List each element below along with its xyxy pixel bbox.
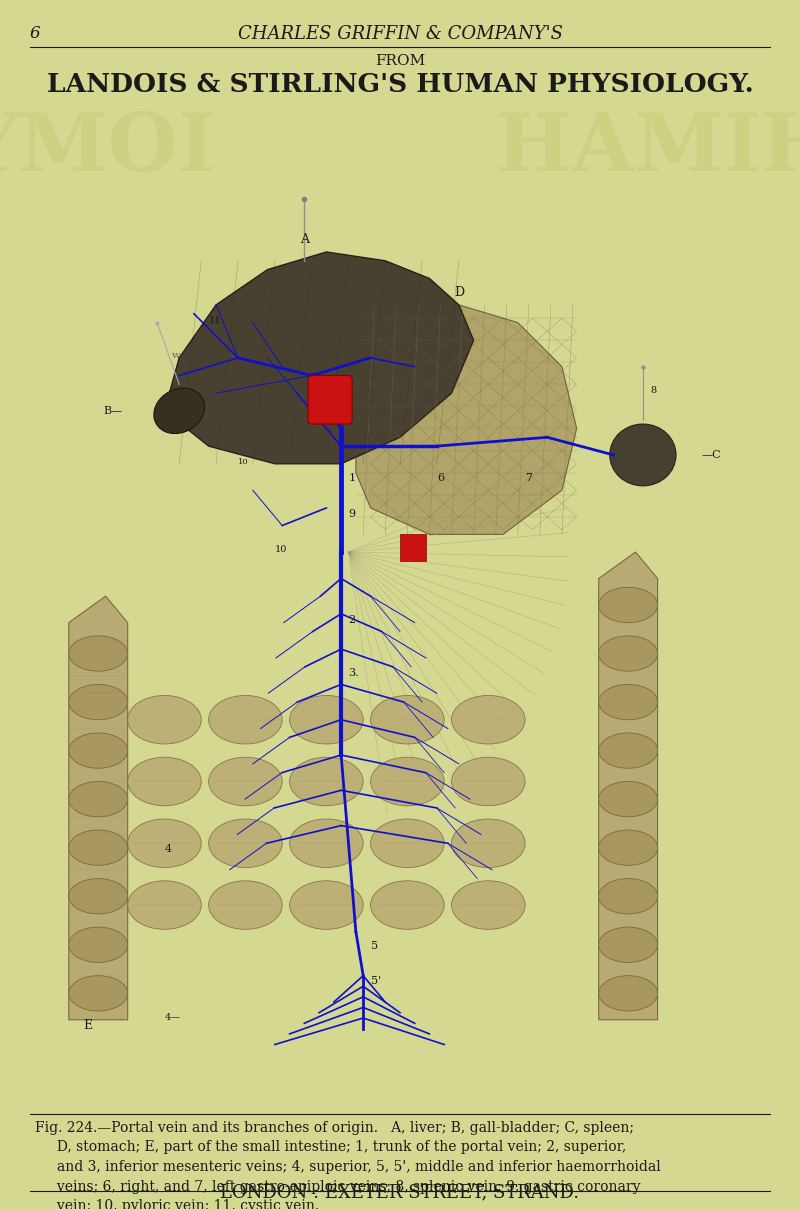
Ellipse shape — [290, 818, 363, 868]
Ellipse shape — [128, 695, 202, 744]
Text: 8: 8 — [650, 386, 656, 395]
Text: 5: 5 — [370, 941, 378, 951]
Ellipse shape — [290, 695, 363, 744]
Ellipse shape — [69, 733, 128, 768]
Ellipse shape — [451, 818, 525, 868]
Ellipse shape — [209, 757, 282, 805]
Text: 5': 5' — [370, 977, 381, 987]
Ellipse shape — [69, 976, 128, 1011]
Ellipse shape — [598, 636, 658, 671]
Text: E: E — [83, 1019, 93, 1031]
Text: YMOI          HAMIH: YMOI HAMIH — [0, 110, 800, 189]
Ellipse shape — [598, 781, 658, 817]
Text: B—: B— — [103, 406, 122, 416]
Text: 10: 10 — [238, 458, 249, 465]
FancyBboxPatch shape — [308, 376, 352, 424]
Ellipse shape — [598, 927, 658, 962]
Text: 10: 10 — [275, 545, 287, 554]
Ellipse shape — [128, 757, 202, 805]
Text: 6: 6 — [437, 474, 444, 484]
Ellipse shape — [598, 879, 658, 914]
Ellipse shape — [69, 831, 128, 866]
Ellipse shape — [209, 818, 282, 868]
Ellipse shape — [598, 976, 658, 1011]
Text: 3.: 3. — [349, 667, 359, 677]
Text: LANDOIS & STIRLING'S HUMAN PHYSIOLOGY.: LANDOIS & STIRLING'S HUMAN PHYSIOLOGY. — [46, 71, 754, 97]
Ellipse shape — [451, 757, 525, 805]
Ellipse shape — [69, 781, 128, 817]
Ellipse shape — [370, 757, 444, 805]
Ellipse shape — [69, 879, 128, 914]
Text: D: D — [454, 287, 464, 299]
Ellipse shape — [154, 388, 205, 434]
Text: 2: 2 — [349, 614, 356, 625]
Text: 11: 11 — [209, 316, 221, 324]
Text: 4—: 4— — [165, 1013, 181, 1022]
Text: W: W — [172, 352, 181, 360]
Text: 1: 1 — [349, 474, 356, 484]
Polygon shape — [356, 305, 577, 534]
Ellipse shape — [209, 695, 282, 744]
Ellipse shape — [69, 684, 128, 719]
Ellipse shape — [451, 881, 525, 930]
Ellipse shape — [598, 733, 658, 768]
Text: —C: —C — [702, 450, 722, 459]
Ellipse shape — [598, 684, 658, 719]
Polygon shape — [165, 251, 474, 464]
Ellipse shape — [290, 881, 363, 930]
Text: LONDON : EXETER STREET, STRAND.: LONDON : EXETER STREET, STRAND. — [221, 1182, 579, 1201]
Ellipse shape — [370, 881, 444, 930]
Ellipse shape — [370, 818, 444, 868]
Text: 6: 6 — [30, 25, 41, 42]
Ellipse shape — [69, 636, 128, 671]
Text: 4: 4 — [165, 844, 172, 854]
Ellipse shape — [598, 831, 658, 866]
Text: A: A — [300, 233, 309, 247]
Ellipse shape — [451, 695, 525, 744]
Ellipse shape — [128, 881, 202, 930]
Ellipse shape — [209, 881, 282, 930]
Text: FROM: FROM — [375, 54, 425, 68]
Ellipse shape — [610, 424, 676, 486]
Text: 9: 9 — [349, 509, 356, 519]
Ellipse shape — [290, 757, 363, 805]
Ellipse shape — [598, 588, 658, 623]
FancyBboxPatch shape — [400, 534, 426, 561]
Ellipse shape — [370, 695, 444, 744]
Text: CHARLES GRIFFIN & COMPANY'S: CHARLES GRIFFIN & COMPANY'S — [238, 25, 562, 44]
Text: 7: 7 — [525, 474, 532, 484]
Ellipse shape — [128, 818, 202, 868]
Ellipse shape — [69, 927, 128, 962]
Text: Fig. 224.—Portal vein and its branches of origin.   A, liver; B, gall-bladder; C: Fig. 224.—Portal vein and its branches o… — [35, 1121, 661, 1209]
Polygon shape — [69, 596, 128, 1020]
Polygon shape — [598, 553, 658, 1020]
